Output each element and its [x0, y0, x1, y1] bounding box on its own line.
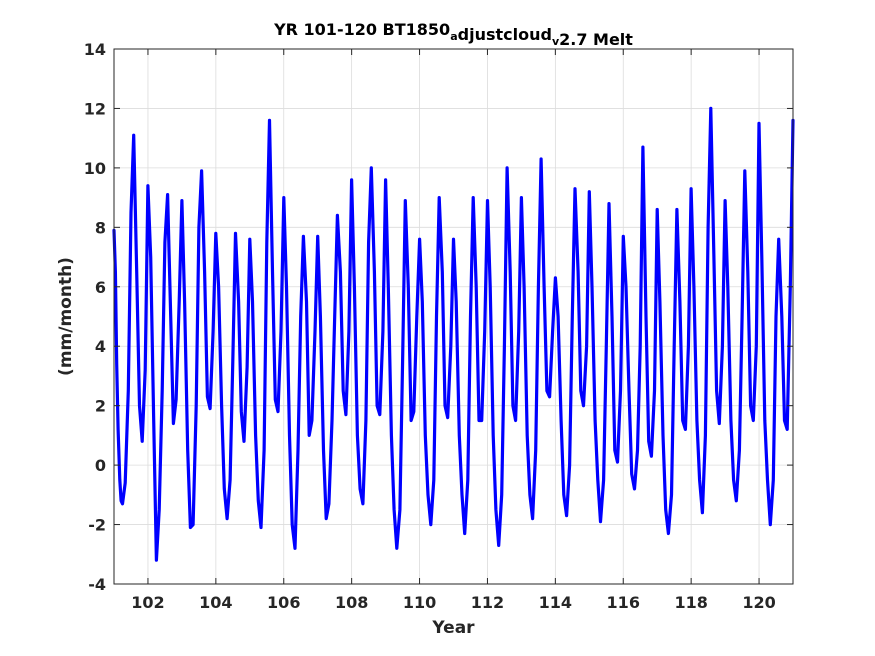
axes-box: [113, 48, 794, 585]
x-axis-label: Year: [431, 618, 475, 638]
y-tick-label: 10: [84, 159, 106, 178]
x-tick-label: 108: [335, 593, 368, 612]
x-tick-label: 106: [267, 593, 300, 612]
title-segment: 2.7 Melt: [559, 30, 633, 49]
y-tick-label: 8: [95, 218, 106, 237]
y-tick-label: -2: [88, 516, 106, 535]
y-axis-label: (mm/month): [56, 257, 76, 376]
y-tick-label: 0: [95, 456, 106, 475]
ticks: [114, 48, 793, 585]
x-tick-label: 114: [539, 593, 572, 612]
y-tick-label: -4: [88, 575, 106, 594]
x-tick-label: 116: [607, 593, 640, 612]
y-tick-label: 12: [84, 99, 106, 118]
title-segment: djustcloud: [458, 25, 552, 44]
title-subscript: a: [450, 30, 457, 43]
y-tick-label: 2: [95, 397, 106, 416]
x-tick-label: 102: [131, 593, 164, 612]
tick-labels: 102 104 106 108 110 112 114 116 118 120 -4 -2 0 2 4 6 8 1…: [84, 40, 776, 612]
series-layer: [112, 106, 795, 562]
chart-title: YR 101-120 BT1850adjustcloudv2.7 Melt: [273, 20, 633, 49]
x-tick-label: 104: [199, 593, 232, 612]
y-tick-label: 6: [95, 278, 106, 297]
x-tick-label: 112: [471, 593, 504, 612]
x-tick-label: 118: [674, 593, 707, 612]
title-subscript: v: [552, 35, 560, 48]
x-tick-label: 110: [403, 593, 436, 612]
series-line: [112, 106, 795, 562]
x-tick-label: 120: [742, 593, 775, 612]
title-segment: YR 101-120 BT1850: [273, 20, 450, 39]
y-tick-label: 4: [95, 337, 106, 356]
y-tick-label: 14: [84, 40, 106, 59]
